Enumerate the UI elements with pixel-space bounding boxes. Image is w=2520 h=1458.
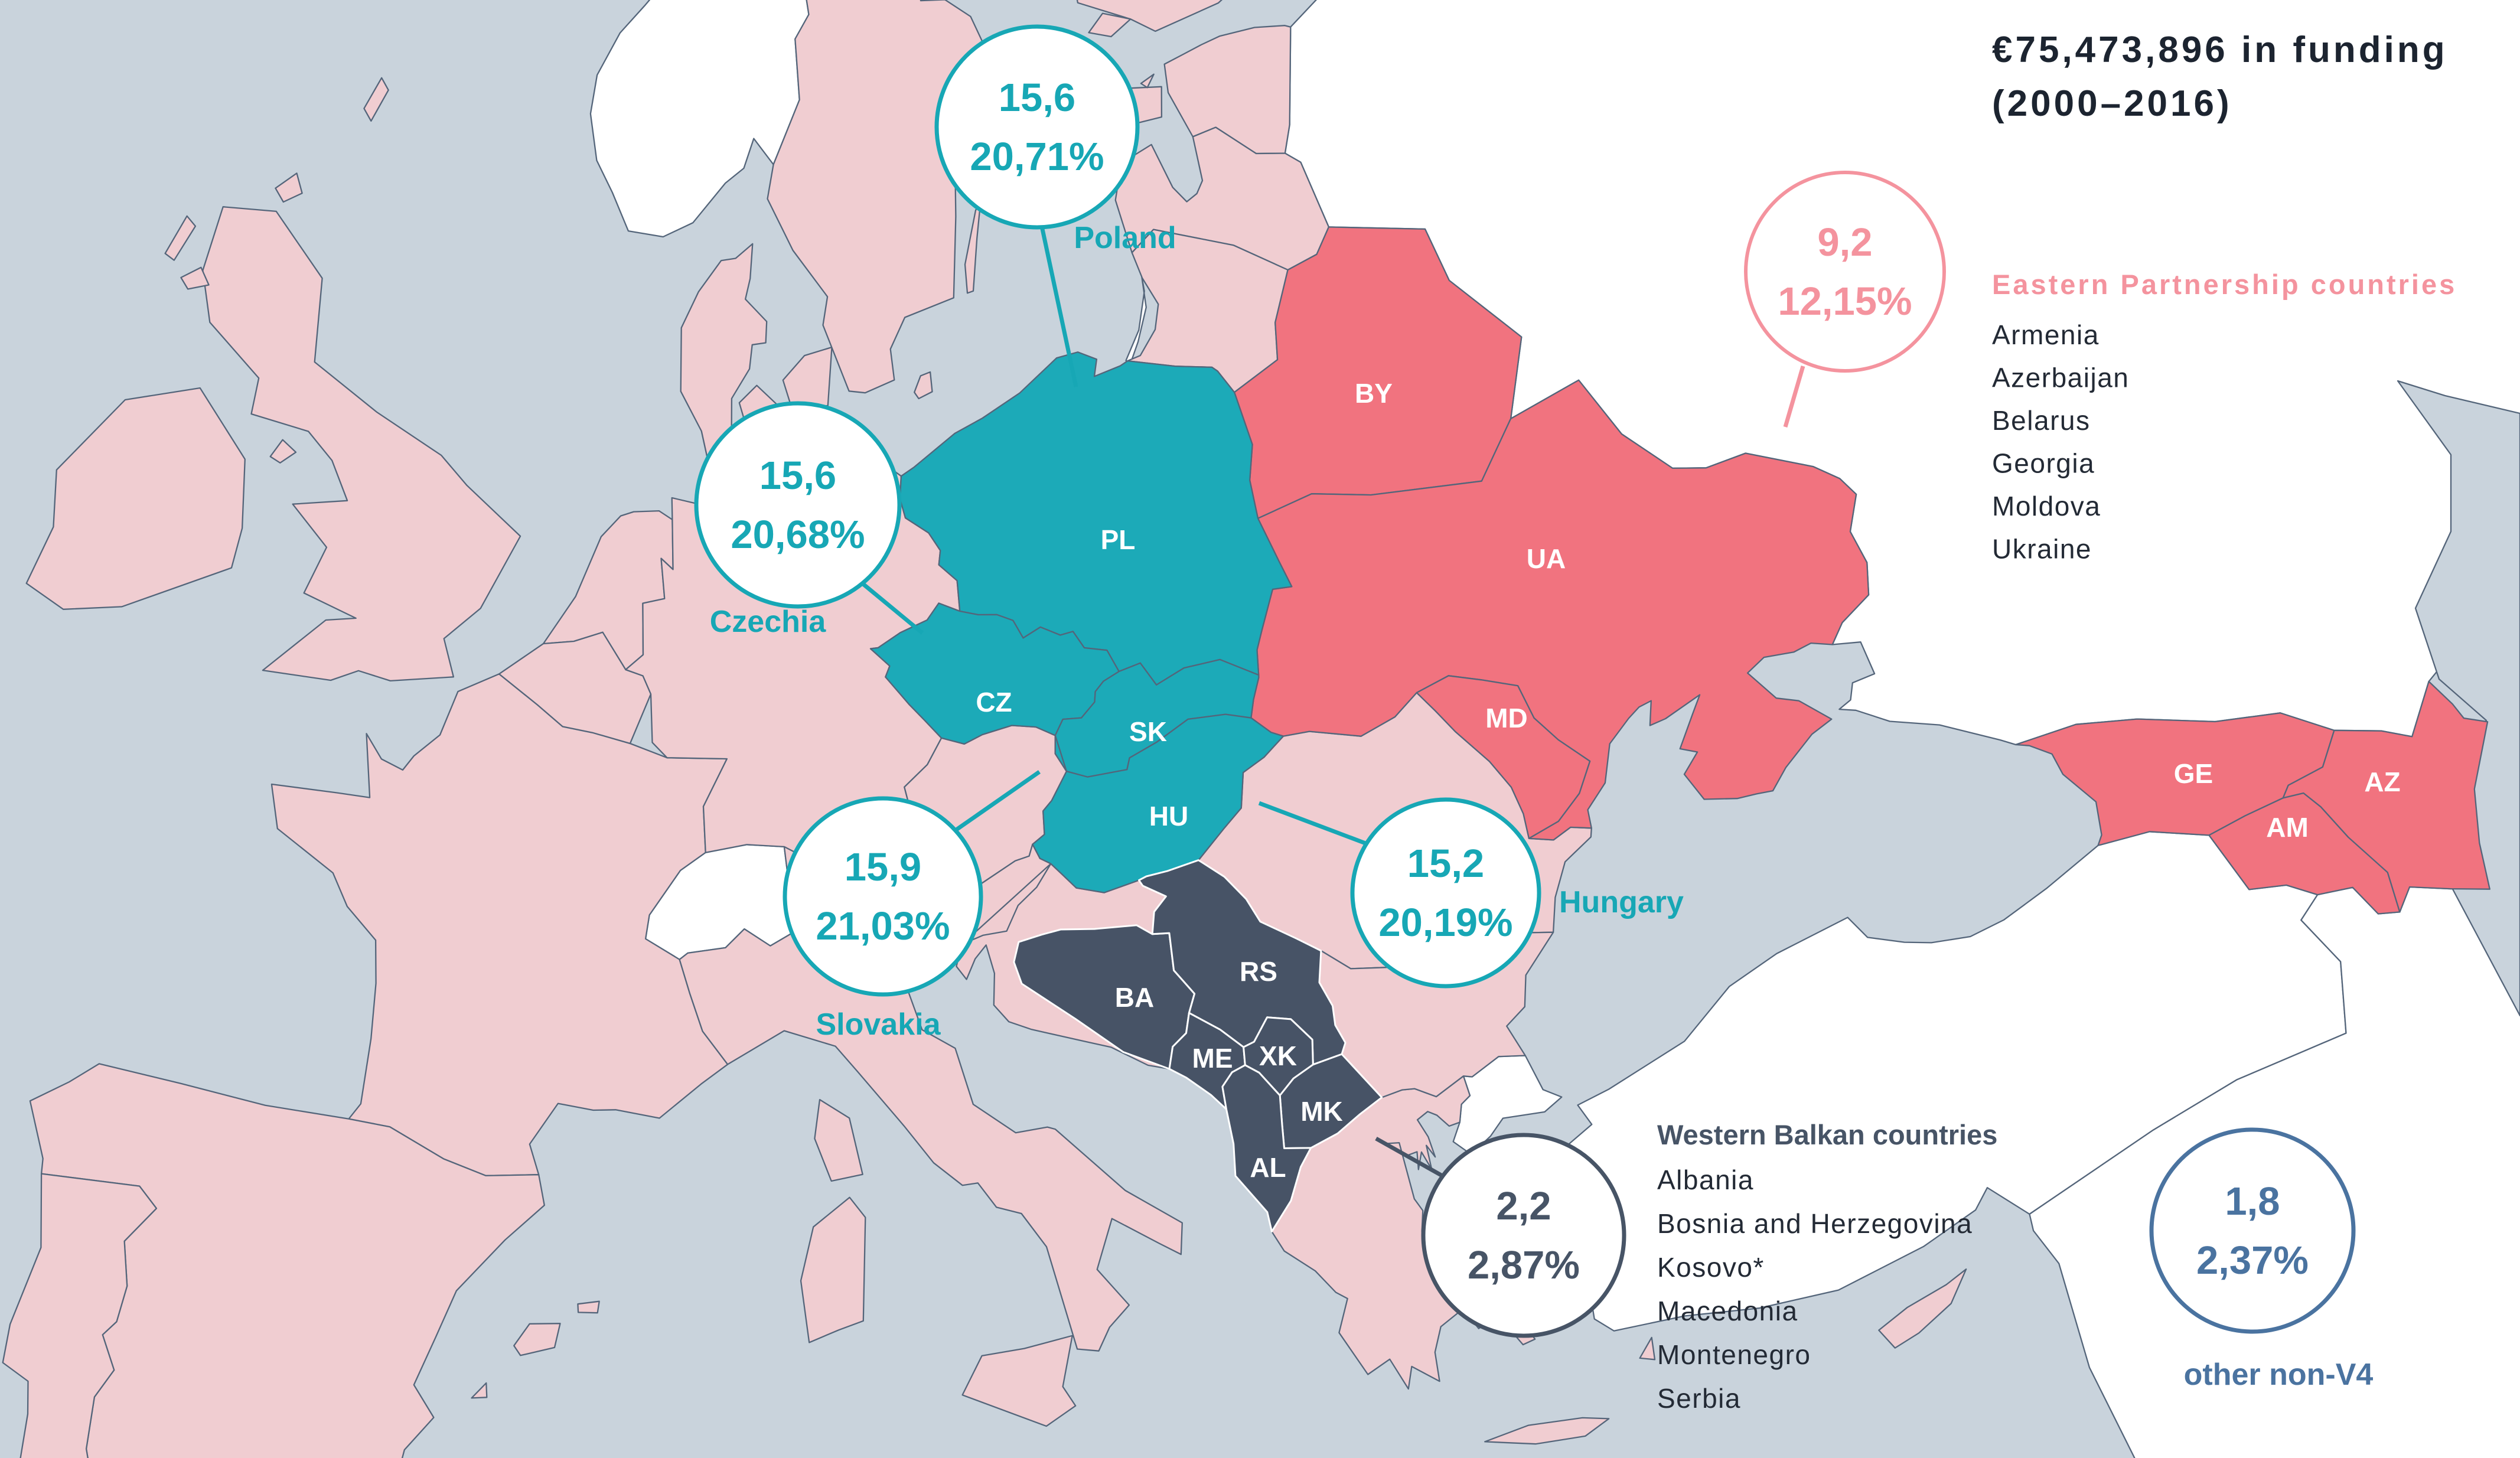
svg-text:SK: SK [1129, 716, 1167, 747]
svg-text:1,8: 1,8 [2225, 1179, 2280, 1224]
svg-text:UA: UA [1527, 543, 1566, 574]
svg-text:15,9: 15,9 [845, 845, 921, 889]
svg-text:Hungary: Hungary [1559, 885, 1684, 919]
svg-text:12,15%: 12,15% [1778, 279, 1912, 324]
svg-text:2,2: 2,2 [1496, 1184, 1551, 1228]
svg-text:other non-V4: other non-V4 [2184, 1358, 2374, 1392]
svg-text:GE: GE [2174, 758, 2213, 789]
svg-text:Albania: Albania [1657, 1165, 1754, 1195]
svg-text:15,6: 15,6 [999, 76, 1075, 120]
svg-text:9,2: 9,2 [1817, 220, 1872, 265]
svg-text:PL: PL [1101, 524, 1136, 555]
svg-text:15,2: 15,2 [1407, 841, 1484, 886]
svg-text:RS: RS [1240, 956, 1277, 987]
svg-text:21,03%: 21,03% [816, 904, 950, 948]
svg-text:HU: HU [1149, 801, 1188, 831]
svg-text:AM: AM [2266, 812, 2309, 843]
svg-text:ME: ME [1192, 1043, 1233, 1074]
svg-text:Belarus: Belarus [1992, 405, 2090, 436]
svg-text:Ukraine: Ukraine [1992, 534, 2092, 565]
svg-text:Kosovo*: Kosovo* [1657, 1252, 1765, 1283]
svg-text:Bosnia and Herzegovina: Bosnia and Herzegovina [1657, 1208, 1973, 1239]
svg-text:AL: AL [1250, 1152, 1286, 1183]
svg-text:€75,473,896 in funding: €75,473,896 in funding [1992, 30, 2448, 70]
svg-text:Serbia: Serbia [1657, 1383, 1741, 1414]
svg-text:20,68%: 20,68% [731, 513, 865, 557]
svg-text:AZ: AZ [2364, 766, 2400, 797]
svg-text:Moldova: Moldova [1992, 491, 2101, 521]
svg-text:2,37%: 2,37% [2196, 1238, 2309, 1283]
svg-text:Eastern Partnership countries: Eastern Partnership countries [1992, 269, 2457, 300]
svg-text:15,6: 15,6 [759, 454, 836, 498]
svg-text:XK: XK [1259, 1041, 1297, 1071]
svg-text:CZ: CZ [976, 687, 1012, 717]
svg-text:20,19%: 20,19% [1378, 901, 1512, 945]
svg-text:(2000–2016): (2000–2016) [1992, 83, 2232, 124]
svg-text:Georgia: Georgia [1992, 448, 2095, 479]
svg-text:Slovakia: Slovakia [816, 1007, 941, 1042]
svg-text:Azerbaijan: Azerbaijan [1992, 363, 2129, 393]
svg-text:Macedonia: Macedonia [1657, 1296, 1798, 1326]
svg-text:BA: BA [1115, 982, 1154, 1013]
svg-text:2,87%: 2,87% [1468, 1243, 1580, 1287]
svg-text:BY: BY [1355, 378, 1393, 409]
svg-text:MK: MK [1300, 1096, 1343, 1127]
svg-text:20,71%: 20,71% [970, 135, 1104, 179]
svg-text:MD: MD [1485, 703, 1528, 733]
svg-text:Armenia: Armenia [1992, 319, 2100, 350]
svg-text:Montenegro: Montenegro [1657, 1339, 1811, 1370]
svg-text:Poland: Poland [1074, 221, 1176, 255]
svg-text:Czechia: Czechia [710, 605, 827, 639]
svg-text:Western Balkan countries: Western Balkan countries [1657, 1119, 1997, 1150]
